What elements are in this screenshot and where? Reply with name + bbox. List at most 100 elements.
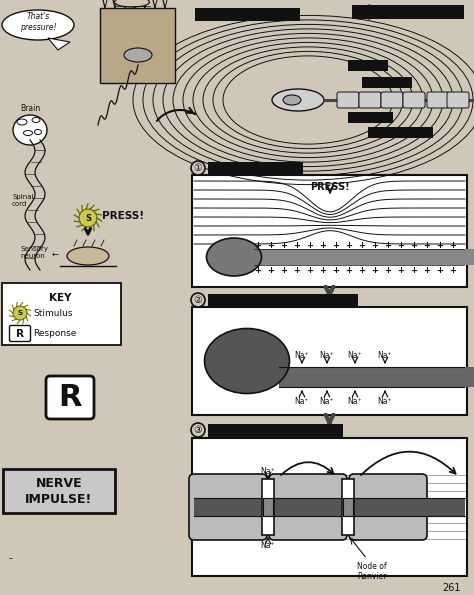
FancyBboxPatch shape (208, 294, 358, 307)
Text: Na⁺: Na⁺ (378, 396, 392, 406)
Text: +: + (255, 265, 262, 274)
Polygon shape (352, 4, 370, 20)
Text: +: + (398, 240, 404, 249)
Ellipse shape (191, 423, 205, 437)
FancyBboxPatch shape (349, 474, 427, 540)
Ellipse shape (13, 115, 47, 145)
FancyBboxPatch shape (254, 249, 474, 265)
Text: Brain: Brain (20, 104, 40, 113)
Text: Sensory
neuron: Sensory neuron (20, 246, 48, 258)
Text: PRESS!: PRESS! (310, 182, 350, 192)
Ellipse shape (272, 89, 324, 111)
Text: ①: ① (193, 163, 202, 173)
Text: +: + (307, 265, 313, 274)
FancyBboxPatch shape (208, 424, 343, 437)
Text: ③: ③ (193, 425, 202, 435)
FancyBboxPatch shape (192, 438, 467, 576)
Text: +: + (449, 240, 456, 249)
Text: +: + (281, 265, 288, 274)
Text: +: + (437, 265, 444, 274)
Ellipse shape (124, 48, 152, 62)
Text: -: - (8, 553, 12, 563)
FancyBboxPatch shape (348, 60, 388, 71)
Text: +: + (449, 265, 456, 274)
Text: 261: 261 (443, 583, 461, 593)
Text: +: + (267, 240, 274, 249)
FancyBboxPatch shape (192, 307, 467, 415)
Text: +: + (358, 240, 365, 249)
FancyBboxPatch shape (100, 8, 175, 83)
Text: +: + (319, 240, 327, 249)
Text: +: + (358, 265, 365, 274)
FancyBboxPatch shape (337, 92, 359, 108)
Text: Response: Response (33, 329, 76, 338)
FancyBboxPatch shape (208, 162, 303, 175)
FancyBboxPatch shape (262, 479, 274, 535)
FancyBboxPatch shape (381, 92, 403, 108)
Text: NERVE
IMPULSE!: NERVE IMPULSE! (26, 477, 92, 506)
Text: +: + (346, 240, 353, 249)
Text: +: + (398, 265, 404, 274)
Text: +: + (410, 265, 418, 274)
FancyBboxPatch shape (9, 325, 30, 342)
Text: Spinal
cord: Spinal cord (12, 193, 34, 206)
Ellipse shape (283, 95, 301, 105)
Ellipse shape (191, 161, 205, 175)
Ellipse shape (207, 238, 262, 276)
Text: +: + (255, 240, 262, 249)
Text: +: + (372, 240, 379, 249)
Text: +: + (319, 265, 327, 274)
Text: +: + (267, 265, 274, 274)
Text: +: + (281, 240, 288, 249)
Ellipse shape (79, 209, 97, 227)
FancyBboxPatch shape (269, 474, 347, 540)
Ellipse shape (191, 293, 205, 307)
Text: Node of
Ranvier: Node of Ranvier (357, 562, 387, 581)
Ellipse shape (2, 10, 74, 40)
Text: Na⁺: Na⁺ (295, 350, 310, 359)
Text: +: + (423, 265, 430, 274)
FancyBboxPatch shape (427, 92, 449, 108)
FancyBboxPatch shape (194, 498, 465, 516)
Text: S: S (18, 310, 22, 316)
FancyBboxPatch shape (3, 469, 115, 513)
FancyBboxPatch shape (263, 498, 273, 516)
Text: +: + (293, 240, 301, 249)
FancyBboxPatch shape (362, 77, 412, 88)
FancyBboxPatch shape (368, 127, 433, 138)
Text: +: + (372, 265, 379, 274)
Text: +: + (410, 240, 418, 249)
Ellipse shape (204, 328, 290, 393)
Text: Na⁺: Na⁺ (378, 350, 392, 359)
Text: R: R (16, 328, 24, 339)
Ellipse shape (13, 306, 27, 320)
Text: R: R (58, 383, 82, 412)
Text: Na⁺: Na⁺ (319, 396, 334, 406)
FancyBboxPatch shape (189, 474, 267, 540)
FancyBboxPatch shape (46, 376, 94, 419)
Text: +: + (423, 240, 430, 249)
FancyBboxPatch shape (192, 175, 467, 287)
FancyBboxPatch shape (352, 5, 464, 19)
Text: +: + (293, 265, 301, 274)
Text: Na⁺: Na⁺ (295, 396, 310, 406)
FancyBboxPatch shape (195, 8, 300, 21)
FancyBboxPatch shape (2, 283, 121, 345)
Text: +: + (307, 240, 313, 249)
Text: S: S (85, 214, 91, 223)
Text: +: + (384, 240, 392, 249)
Text: +: + (384, 265, 392, 274)
Ellipse shape (67, 247, 109, 265)
FancyBboxPatch shape (348, 112, 393, 123)
Text: +: + (332, 240, 339, 249)
Text: ②: ② (193, 295, 202, 305)
Text: Na⁺: Na⁺ (261, 540, 275, 550)
FancyBboxPatch shape (403, 92, 425, 108)
Text: Na⁺: Na⁺ (348, 350, 362, 359)
Text: +: + (437, 240, 444, 249)
Text: PRESS!: PRESS! (102, 211, 144, 221)
Text: Na⁺: Na⁺ (348, 396, 362, 406)
FancyBboxPatch shape (279, 367, 474, 387)
Polygon shape (48, 38, 70, 50)
Text: +: + (346, 265, 353, 274)
